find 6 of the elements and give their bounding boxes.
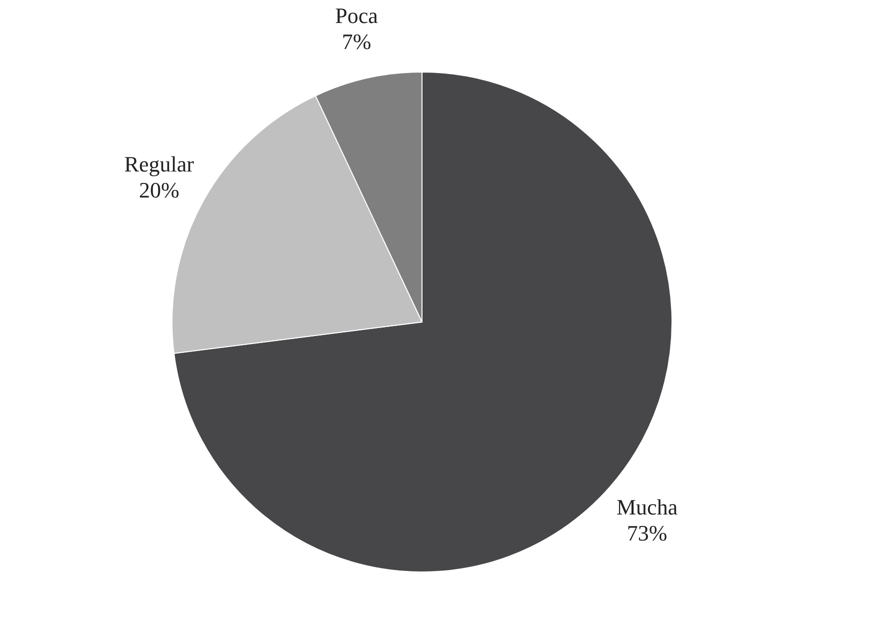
slice-label: Regular [124, 151, 195, 176]
data-label: 7% [342, 29, 372, 54]
slice-label: Mucha [616, 494, 678, 520]
data-label: 73% [626, 520, 668, 546]
data-label: 20% [138, 177, 180, 202]
slice-label: Poca [335, 3, 378, 28]
